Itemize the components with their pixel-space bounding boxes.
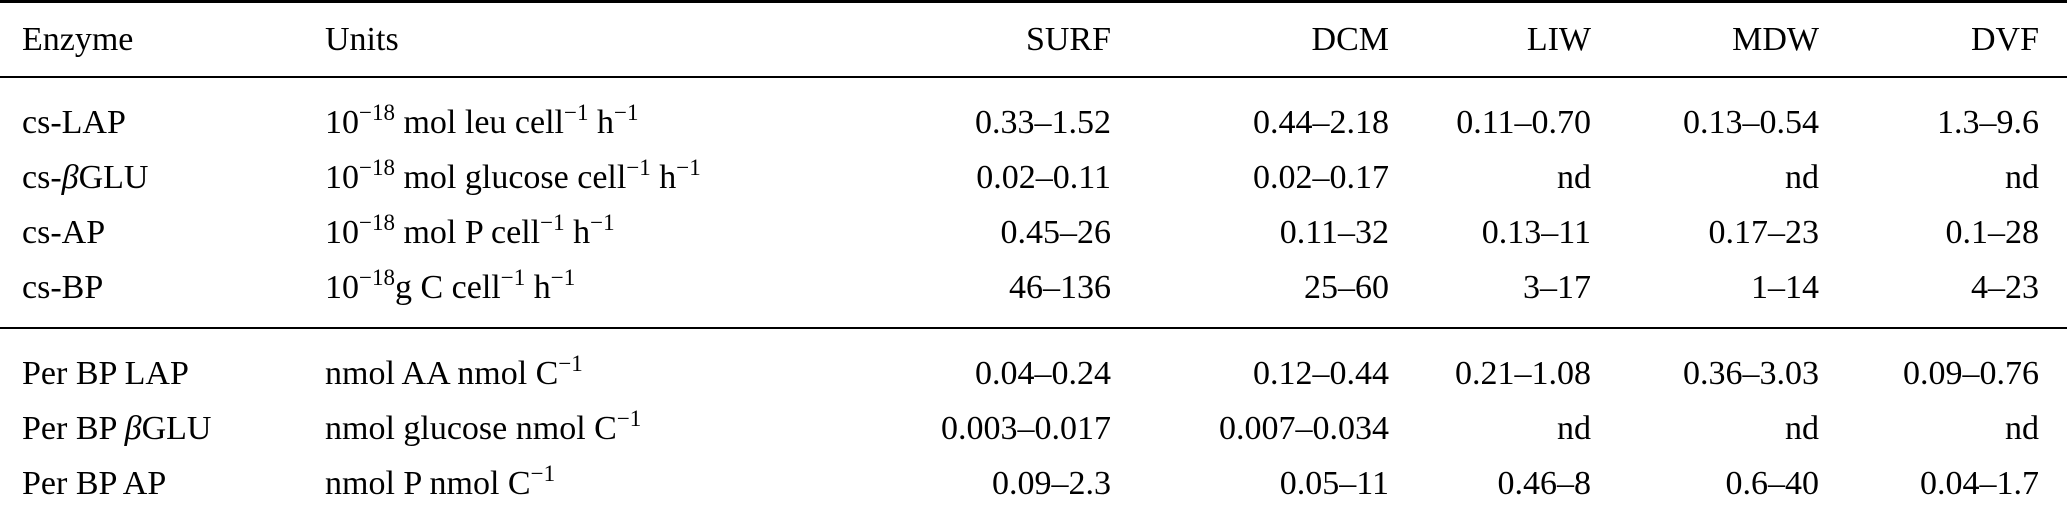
value-cell: 0.36–3.03 bbox=[1683, 354, 1819, 392]
enzyme-cell: cs-LAP bbox=[22, 103, 126, 141]
units-cell: nmol P nmol C−1 bbox=[325, 460, 556, 502]
units-cell: 10−18g C cell−1 h−1 bbox=[325, 264, 576, 306]
value-cell: 0.09–2.3 bbox=[992, 464, 1111, 502]
units-cell: nmol AA nmol C−1 bbox=[325, 350, 583, 392]
value-cell: 0.33–1.52 bbox=[975, 103, 1111, 141]
units-cell: 10−18 mol leu cell−1 h−1 bbox=[325, 99, 639, 141]
table-row: cs-βGLU 10−18 mol glucose cell−1 h−1 0.02–… bbox=[0, 150, 2067, 205]
value-cell: 0.45–26 bbox=[1000, 213, 1112, 251]
value-cell: 4–23 bbox=[1971, 268, 2039, 306]
enzyme-cell: cs-βGLU bbox=[22, 158, 149, 196]
column-header-surf: SURF bbox=[764, 1, 1112, 78]
table-row: cs-BP 10−18g C cell−1 h−1 46–136 25–60 3–17 1… bbox=[0, 260, 2067, 328]
enzyme-cell: Per BP βGLU bbox=[22, 409, 212, 447]
value-cell: 0.11–32 bbox=[1279, 213, 1389, 251]
value-cell: nd bbox=[1785, 409, 1819, 447]
table-row: cs-AP 10−18 mol P cell−1 h−1 0.45–26 0.11–3… bbox=[0, 205, 2067, 260]
value-cell: 0.13–11 bbox=[1481, 213, 1591, 251]
value-cell: 0.007–0.034 bbox=[1219, 409, 1389, 447]
section-2: Per BP LAP nmol AA nmol C−1 0.04–0.24 0.12–… bbox=[0, 328, 2067, 520]
table-row: Per BP LAP nmol AA nmol C−1 0.04–0.24 0.12–… bbox=[0, 328, 2067, 401]
value-cell: 0.6–40 bbox=[1725, 464, 1820, 502]
value-cell: 0.02–0.11 bbox=[976, 158, 1111, 196]
value-cell: 46–136 bbox=[1009, 268, 1111, 306]
table-row: Per BP AP nmol P nmol C−1 0.09–2.3 0.05–11 0… bbox=[0, 456, 2067, 520]
enzyme-cell: Per BP LAP bbox=[22, 354, 189, 392]
value-cell: 0.04–1.7 bbox=[1920, 464, 2039, 502]
units-cell: 10−18 mol P cell−1 h−1 bbox=[325, 209, 615, 251]
value-cell: 25–60 bbox=[1304, 268, 1389, 306]
section-1: cs-LAP 10−18 mol leu cell−1 h−1 0.33–1.52 0… bbox=[0, 77, 2067, 328]
enzyme-cell: cs-BP bbox=[22, 268, 104, 306]
header-row: Enzyme Units SURF DCM LIW MDW DVF bbox=[0, 1, 2067, 78]
units-cell: 10−18 mol glucose cell−1 h−1 bbox=[325, 154, 701, 196]
value-cell: 0.13–0.54 bbox=[1683, 103, 1819, 141]
column-header-dcm: DCM bbox=[1112, 1, 1390, 78]
units-cell: nmol glucose nmol C−1 bbox=[325, 405, 642, 447]
table-row: cs-LAP 10−18 mol leu cell−1 h−1 0.33–1.52 0… bbox=[0, 77, 2067, 150]
value-cell: nd bbox=[2005, 409, 2039, 447]
value-cell: 0.003–0.017 bbox=[941, 409, 1111, 447]
value-cell: 0.17–23 bbox=[1708, 213, 1820, 251]
value-cell: 3–17 bbox=[1523, 268, 1591, 306]
value-cell: 0.46–8 bbox=[1497, 464, 1592, 502]
value-cell: 0.05–11 bbox=[1279, 464, 1389, 502]
column-header-enzyme: Enzyme bbox=[0, 1, 324, 78]
table-header: Enzyme Units SURF DCM LIW MDW DVF bbox=[0, 1, 2067, 78]
value-cell: nd bbox=[1785, 158, 1819, 196]
column-header-liw: LIW bbox=[1390, 1, 1592, 78]
value-cell: 1–14 bbox=[1751, 268, 1819, 306]
value-cell: 0.09–0.76 bbox=[1903, 354, 2039, 392]
enzyme-cell: Per BP AP bbox=[22, 464, 167, 502]
column-header-dvf: DVF bbox=[1820, 1, 2067, 78]
value-cell: 0.12–0.44 bbox=[1253, 354, 1389, 392]
value-cell: 0.21–1.08 bbox=[1455, 354, 1591, 392]
value-cell: 0.02–0.17 bbox=[1253, 158, 1389, 196]
enzyme-cell: cs-AP bbox=[22, 213, 106, 251]
value-cell: 0.11–0.70 bbox=[1456, 103, 1591, 141]
value-cell: 1.3–9.6 bbox=[1937, 103, 2039, 141]
value-cell: nd bbox=[1557, 409, 1591, 447]
value-cell: 0.44–2.18 bbox=[1253, 103, 1389, 141]
column-header-units: Units bbox=[324, 1, 764, 78]
value-cell: nd bbox=[1557, 158, 1591, 196]
value-cell: 0.04–0.24 bbox=[975, 354, 1111, 392]
value-cell: 0.1–28 bbox=[1945, 213, 2040, 251]
column-header-mdw: MDW bbox=[1592, 1, 1820, 78]
table-row: Per BP βGLU nmol glucose nmol C−1 0.003–0.… bbox=[0, 401, 2067, 456]
value-cell: nd bbox=[2005, 158, 2039, 196]
